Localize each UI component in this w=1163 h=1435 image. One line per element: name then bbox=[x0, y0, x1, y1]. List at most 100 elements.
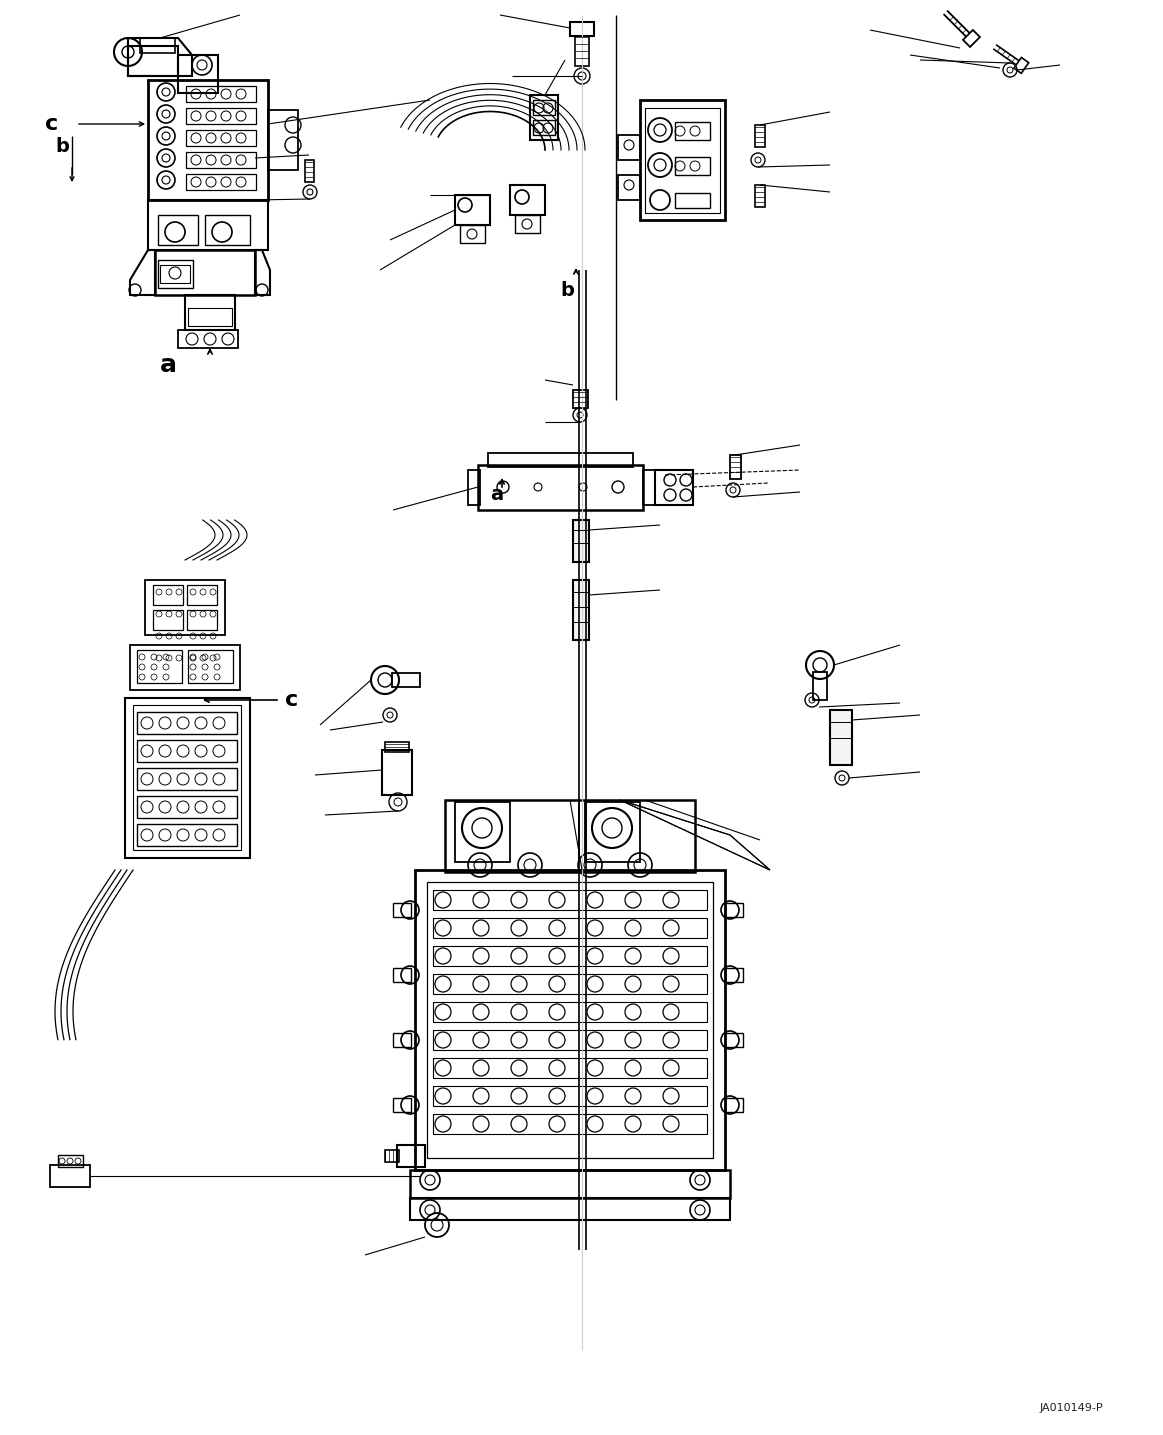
Bar bbox=[186, 131, 256, 146]
Bar bbox=[433, 1030, 707, 1050]
Bar bbox=[655, 471, 693, 505]
Bar bbox=[725, 903, 743, 917]
Bar bbox=[186, 152, 256, 168]
Bar bbox=[178, 55, 217, 93]
Bar bbox=[511, 185, 545, 215]
Bar bbox=[124, 697, 250, 858]
Bar bbox=[155, 250, 255, 296]
Bar bbox=[411, 1170, 730, 1198]
Bar bbox=[455, 802, 511, 862]
Bar bbox=[154, 610, 183, 630]
Bar bbox=[433, 918, 707, 938]
Bar bbox=[381, 751, 412, 795]
Bar bbox=[393, 1033, 411, 1048]
Bar bbox=[137, 768, 237, 791]
Bar bbox=[148, 80, 267, 199]
Bar bbox=[188, 309, 231, 326]
Bar bbox=[675, 192, 709, 208]
Text: b: b bbox=[561, 280, 573, 300]
Bar bbox=[393, 969, 411, 982]
Bar bbox=[478, 465, 643, 509]
Bar bbox=[433, 890, 707, 910]
Bar bbox=[137, 740, 237, 762]
Bar bbox=[186, 174, 256, 189]
Bar bbox=[188, 650, 233, 683]
Text: JA010149-P: JA010149-P bbox=[1040, 1403, 1104, 1413]
Bar bbox=[755, 185, 765, 207]
Bar bbox=[455, 195, 490, 225]
Bar bbox=[533, 100, 555, 115]
Text: b: b bbox=[55, 138, 69, 156]
Text: c: c bbox=[45, 113, 58, 133]
Bar bbox=[385, 1149, 399, 1162]
Bar bbox=[643, 471, 655, 505]
Bar bbox=[433, 1058, 707, 1078]
Bar bbox=[433, 1114, 707, 1134]
Bar bbox=[186, 108, 256, 123]
Bar bbox=[461, 225, 485, 243]
Bar bbox=[305, 159, 314, 182]
Bar bbox=[411, 1198, 730, 1220]
Bar bbox=[725, 969, 743, 982]
Bar bbox=[645, 108, 720, 212]
Bar bbox=[675, 156, 709, 175]
Bar bbox=[397, 1145, 424, 1167]
Bar bbox=[573, 390, 588, 408]
Bar bbox=[730, 455, 741, 479]
Bar bbox=[640, 100, 725, 220]
Bar bbox=[187, 585, 217, 606]
Bar bbox=[392, 673, 420, 687]
Bar bbox=[385, 742, 409, 752]
Bar bbox=[137, 712, 237, 733]
Bar bbox=[415, 870, 725, 1170]
Bar bbox=[573, 519, 588, 563]
Bar bbox=[575, 36, 588, 66]
Bar bbox=[618, 135, 640, 159]
Bar bbox=[573, 580, 588, 640]
Bar bbox=[140, 37, 174, 53]
Bar bbox=[133, 705, 241, 850]
Bar bbox=[725, 1098, 743, 1112]
Bar bbox=[530, 95, 558, 141]
Text: c: c bbox=[285, 690, 298, 710]
Bar bbox=[427, 883, 713, 1158]
Bar bbox=[585, 802, 640, 862]
Bar bbox=[433, 974, 707, 994]
Bar bbox=[675, 122, 709, 141]
Bar bbox=[186, 86, 256, 102]
Bar bbox=[618, 175, 640, 199]
Bar bbox=[755, 125, 765, 146]
Bar bbox=[468, 471, 480, 505]
Bar bbox=[178, 330, 238, 349]
Bar bbox=[137, 796, 237, 818]
Bar bbox=[205, 215, 250, 245]
Bar bbox=[570, 22, 594, 36]
Bar bbox=[433, 946, 707, 966]
Text: a: a bbox=[159, 353, 177, 377]
Bar bbox=[158, 260, 193, 288]
Bar bbox=[393, 1098, 411, 1112]
Bar bbox=[393, 903, 411, 917]
Bar bbox=[158, 215, 198, 245]
Bar bbox=[433, 1086, 707, 1106]
Bar bbox=[187, 610, 217, 630]
Bar bbox=[533, 121, 555, 135]
Bar bbox=[267, 110, 298, 169]
Bar bbox=[488, 453, 633, 466]
Bar bbox=[185, 296, 235, 330]
Bar bbox=[137, 824, 237, 847]
Bar bbox=[130, 644, 240, 690]
Bar bbox=[515, 215, 540, 232]
Bar bbox=[148, 199, 267, 250]
Bar bbox=[145, 580, 224, 636]
Bar bbox=[433, 1002, 707, 1022]
Bar bbox=[137, 650, 181, 683]
Bar bbox=[445, 799, 695, 872]
Text: a: a bbox=[490, 485, 504, 505]
Bar bbox=[58, 1155, 83, 1167]
Bar bbox=[813, 672, 827, 700]
Bar bbox=[128, 46, 178, 76]
Bar bbox=[160, 265, 190, 283]
Bar bbox=[50, 1165, 90, 1187]
Bar bbox=[725, 1033, 743, 1048]
